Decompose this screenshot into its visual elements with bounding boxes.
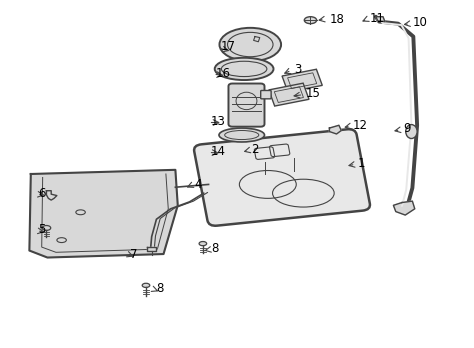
Text: 13: 13: [211, 115, 226, 128]
Ellipse shape: [219, 28, 281, 61]
Polygon shape: [376, 17, 385, 22]
Text: 9: 9: [403, 122, 410, 135]
Text: 15: 15: [306, 87, 320, 101]
Text: 5: 5: [38, 223, 46, 236]
FancyBboxPatch shape: [269, 83, 309, 106]
Polygon shape: [329, 125, 341, 134]
Text: 3: 3: [294, 63, 301, 76]
FancyBboxPatch shape: [194, 129, 370, 226]
Text: 10: 10: [412, 16, 427, 29]
Polygon shape: [29, 170, 178, 258]
FancyBboxPatch shape: [282, 69, 322, 92]
Polygon shape: [147, 247, 156, 251]
Text: 18: 18: [329, 13, 344, 26]
Text: 8: 8: [211, 242, 219, 255]
Text: 16: 16: [216, 66, 231, 80]
Ellipse shape: [406, 125, 417, 139]
Ellipse shape: [142, 283, 150, 287]
Text: 4: 4: [194, 178, 202, 191]
FancyBboxPatch shape: [228, 84, 264, 127]
Text: 11: 11: [370, 11, 385, 25]
Ellipse shape: [304, 17, 317, 24]
Text: 2: 2: [251, 143, 259, 156]
Text: 12: 12: [353, 119, 368, 132]
Polygon shape: [46, 191, 57, 200]
Text: 8: 8: [156, 282, 164, 295]
Text: 17: 17: [220, 40, 236, 54]
Ellipse shape: [219, 128, 264, 142]
Polygon shape: [254, 37, 260, 42]
FancyBboxPatch shape: [261, 90, 271, 99]
Text: 6: 6: [38, 187, 46, 200]
Text: 14: 14: [211, 145, 226, 158]
Ellipse shape: [215, 58, 273, 80]
Polygon shape: [393, 201, 415, 215]
Ellipse shape: [199, 242, 207, 246]
Text: 1: 1: [358, 157, 365, 170]
Text: 7: 7: [130, 247, 138, 261]
Ellipse shape: [42, 226, 51, 230]
